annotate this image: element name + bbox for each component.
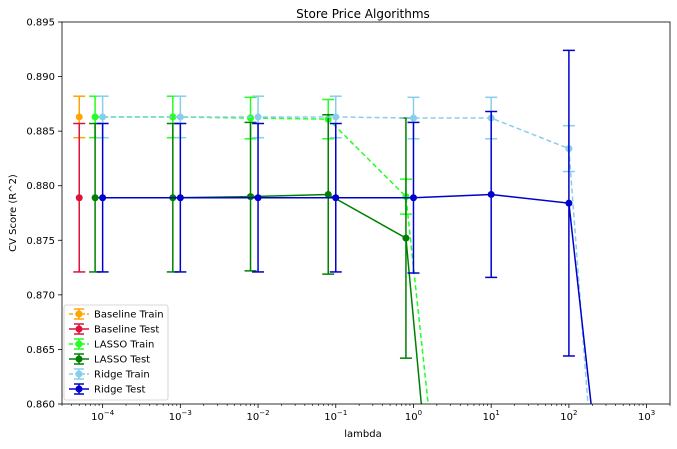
data-point: [91, 194, 99, 202]
y-tick-label: 0.865: [26, 345, 55, 356]
data-point: [487, 190, 495, 198]
legend-label: Baseline Test: [94, 325, 159, 336]
legend-marker: [75, 355, 83, 363]
x-tick-label: 102: [560, 409, 577, 423]
chart-title: Store Price Algorithms: [296, 7, 430, 21]
data-point: [254, 194, 262, 202]
y-tick-label: 0.890: [26, 72, 55, 83]
series-line: [102, 116, 589, 404]
legend-marker: [75, 325, 83, 333]
series-line: [102, 193, 592, 404]
series-ridge-test: [96, 49, 592, 404]
data-point: [254, 113, 262, 121]
legend-label: Ridge Test: [94, 385, 146, 396]
y-tick-label: 0.880: [26, 181, 55, 192]
legend-item: Ridge Test: [69, 383, 146, 396]
data-point: [176, 194, 184, 202]
data-point: [75, 194, 83, 202]
legend-marker: [75, 340, 83, 348]
axes-layer: 0.860 0.865 0.870 0.875 0.880 0.885 0.890 0.895…: [26, 18, 671, 423]
data-point: [169, 113, 177, 121]
plot-frame: [61, 21, 671, 405]
legend-label: LASSO Train: [94, 340, 154, 351]
data-point: [99, 113, 107, 121]
y-axis-label: CV Score (R^2): [8, 174, 19, 252]
x-tick-base: 10: [247, 412, 260, 423]
y-tick-label: 0.875: [26, 236, 55, 247]
x-axis-label: lambda: [344, 429, 381, 440]
x-tick-label: 10−4: [91, 409, 115, 423]
data-point: [402, 234, 410, 242]
x-tick-exponent: 1: [495, 409, 499, 417]
data-point: [324, 190, 332, 198]
legend-marker: [75, 370, 83, 378]
y-tick-label: 0.885: [26, 127, 55, 138]
x-tick-exponent: 2: [573, 409, 577, 417]
x-tick-exponent: −3: [182, 409, 192, 417]
y-tick-label: 0.860: [26, 400, 55, 411]
legend-label: Baseline Train: [94, 310, 164, 321]
legend-label: Ridge Train: [94, 370, 150, 381]
y-tick-label: 0.870: [26, 290, 55, 301]
data-point: [409, 114, 417, 122]
legend-item: LASSO Train: [69, 338, 154, 351]
data-point: [332, 113, 340, 121]
x-tick-label: 100: [405, 409, 422, 423]
x-tick-base: 10: [483, 412, 496, 423]
x-tick-exponent: −4: [104, 409, 115, 417]
data-point: [247, 114, 255, 122]
x-tick-label: 103: [638, 409, 655, 423]
x-tick-base: 10: [560, 412, 573, 423]
x-tick-label: 10−1: [324, 409, 347, 423]
legend: Baseline Train Baseline Test LASSO Train LA…: [63, 304, 169, 401]
legend-frame: [63, 304, 169, 401]
x-tick-label: 10−3: [169, 409, 192, 423]
legend-marker: [75, 385, 83, 393]
x-tick-exponent: −1: [337, 409, 347, 417]
x-tick-exponent: −2: [259, 409, 269, 417]
x-tick-exponent: 3: [651, 409, 655, 417]
legend-item: Ridge Train: [69, 368, 150, 381]
x-tick-base: 10: [91, 412, 104, 423]
x-tick-base: 10: [638, 412, 651, 423]
x-tick-label: 101: [483, 409, 500, 423]
data-point: [99, 194, 107, 202]
data-point: [176, 113, 184, 121]
data-point: [75, 113, 83, 121]
data-point: [247, 193, 255, 201]
data-point: [91, 113, 99, 121]
x-tick-base: 10: [169, 412, 182, 423]
legend-label: LASSO Test: [94, 355, 150, 366]
legend-item: Baseline Train: [69, 308, 164, 321]
x-tick-base: 10: [405, 412, 418, 423]
data-point: [565, 199, 573, 207]
data-layer: [73, 49, 592, 404]
data-point: [332, 194, 340, 202]
legend-marker: [75, 310, 83, 318]
x-tick-base: 10: [324, 412, 337, 423]
series-baseline-test: [73, 122, 86, 273]
x-tick-exponent: 0: [418, 409, 422, 417]
legend-item: LASSO Test: [69, 353, 150, 366]
y-tick-label: 0.895: [26, 18, 55, 29]
data-point: [409, 194, 417, 202]
legend-item: Baseline Test: [69, 323, 159, 336]
x-tick-label: 10−2: [247, 409, 270, 423]
